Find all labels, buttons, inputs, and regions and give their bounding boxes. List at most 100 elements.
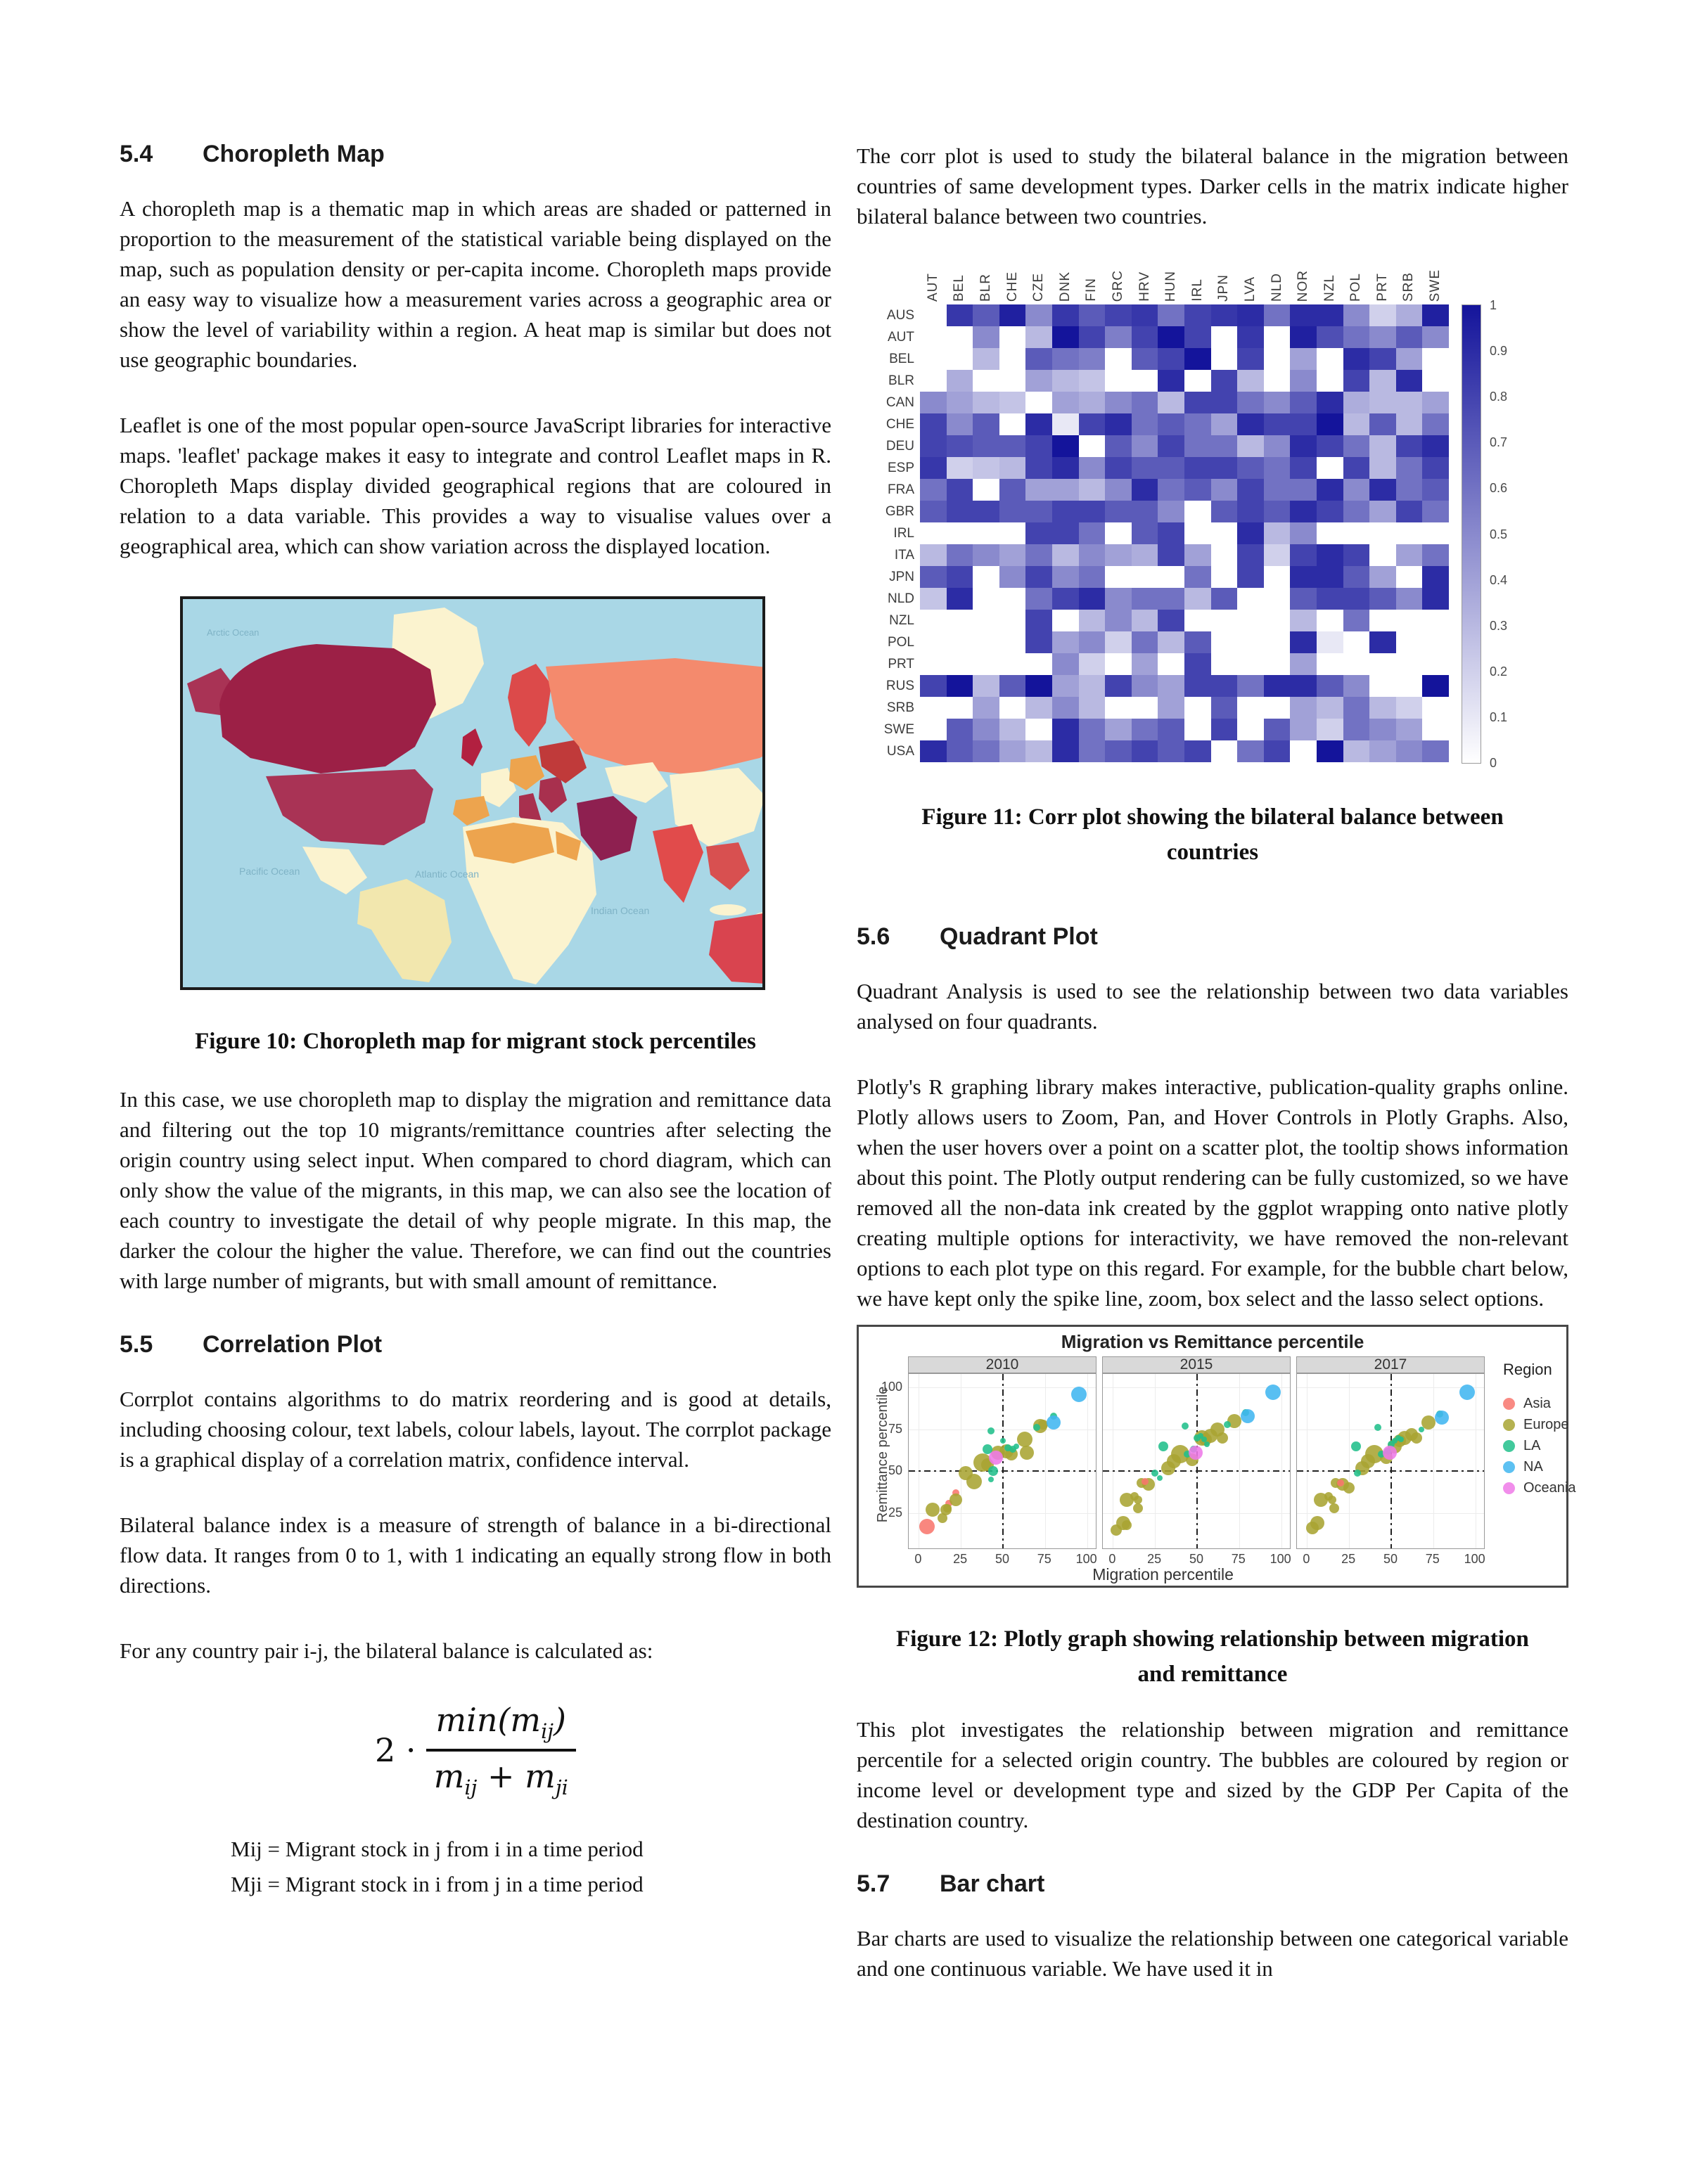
heatmap-cell (1158, 522, 1184, 544)
heatmap-cell (1343, 544, 1370, 566)
heatmap-cell (1422, 653, 1449, 675)
x-tick-label: 75 (1425, 1552, 1440, 1566)
heatmap-cell (1395, 740, 1423, 762)
heatmap-cell (1237, 740, 1264, 762)
heatmap-cell (1317, 631, 1343, 653)
facet-header-2010: 2010 (908, 1356, 1096, 1373)
heatmap-cell (973, 501, 999, 522)
bubble-la (1354, 1469, 1362, 1477)
heatmap-cell (1369, 413, 1396, 435)
bubble-na (1046, 1415, 1061, 1430)
heatmap-cell (1158, 370, 1184, 392)
heatmap-cell (1105, 370, 1132, 392)
heatmap-cell (1395, 479, 1423, 501)
heatmap-cell (1237, 479, 1264, 501)
heatmap-cell (973, 457, 999, 479)
heatmap-cell (1105, 479, 1132, 501)
bubble-oceania (989, 1451, 1004, 1465)
heatmap-cell (1210, 631, 1238, 653)
heatmap-row-label: IRL (893, 525, 914, 541)
heatmap-cell (1052, 413, 1079, 435)
heatmap-cell (973, 588, 999, 610)
bubble-la (1151, 1469, 1159, 1477)
heatmap-col-label: CHE (1004, 271, 1020, 302)
heatmap-cell (1369, 435, 1396, 457)
heatmap-cell (1184, 653, 1211, 675)
heatmap-cell (973, 631, 999, 653)
figure-10-caption: Figure 10: Choropleth map for migrant st… (195, 1029, 756, 1054)
heatmap-cell (1263, 697, 1291, 719)
heatmap-cell (1317, 697, 1343, 719)
heatmap-cell (1105, 435, 1132, 457)
heatmap-cell (920, 566, 947, 588)
heatmap-cell (999, 326, 1026, 348)
heatmap-cell (1158, 544, 1184, 566)
crosshair-vertical (1002, 1374, 1004, 1548)
heatmap-cell (1290, 304, 1317, 326)
heatmap-cell (1422, 479, 1449, 501)
heatmap-cell (1158, 479, 1184, 501)
heatmap-cell (1263, 610, 1291, 631)
heatmap-cell (1078, 501, 1106, 522)
heatmap-cell (999, 566, 1026, 588)
heatmap-cell (1078, 392, 1106, 413)
heatmap-cell (1317, 479, 1343, 501)
gridline (1281, 1374, 1282, 1548)
heatmap-cell (1210, 544, 1238, 566)
heatmap-cell (1290, 740, 1317, 762)
heatmap-cell (1131, 653, 1158, 675)
heatmap-cell (1343, 631, 1370, 653)
heatmap-col-label: SRB (1401, 271, 1417, 302)
heatmap-cell (920, 392, 947, 413)
heatmap-cell (1078, 304, 1106, 326)
heatmap-cell (1422, 566, 1449, 588)
y-tick-label: 50 (888, 1463, 902, 1478)
colorbar-tick-label: 0.1 (1490, 709, 1508, 724)
heatmap-cell (1422, 348, 1449, 370)
heatmap-cell (1184, 326, 1211, 348)
heatmap-row-label: CHE (885, 416, 914, 432)
heatmap-cell (1290, 501, 1317, 522)
colorbar-tick-label: 1 (1490, 298, 1497, 312)
heatmap-cell (1078, 588, 1106, 610)
heatmap-row-label: RUS (885, 678, 914, 693)
heatmap-col-label: DNK (1057, 271, 1073, 302)
x-tick-label: 100 (1270, 1552, 1291, 1566)
heatmap-cell (1317, 740, 1343, 762)
heatmap-cell (1263, 566, 1291, 588)
heatmap-cell (1290, 479, 1317, 501)
heatmap-cell (1317, 326, 1343, 348)
heatmap-cell (1369, 675, 1396, 697)
heatmap-cell (1210, 348, 1238, 370)
heatmap-cell (1105, 413, 1132, 435)
heatmap-col-label: CZE (1031, 273, 1047, 302)
legend-dot (1503, 1418, 1515, 1431)
heatmap-cell (1025, 392, 1052, 413)
legend-dot (1503, 1397, 1515, 1410)
legend: Region Asia Europe LA NA Oceania (1503, 1361, 1576, 1498)
heatmap-cell (1317, 435, 1343, 457)
heatmap-row-label: AUT (888, 329, 914, 345)
section-heading-5-7: 5.7 Bar chart (857, 1870, 1568, 1898)
heatmap-cell (1131, 326, 1158, 348)
colorbar-tick-label: 0.8 (1490, 390, 1508, 404)
heatmap-cell (1158, 413, 1184, 435)
heatmap-cell (1052, 392, 1079, 413)
bubble-asia (1337, 1479, 1345, 1486)
bubble-europe (1421, 1415, 1436, 1430)
heatmap-cell (1290, 392, 1317, 413)
bubble-la (1224, 1420, 1232, 1428)
heatmap-cell (1395, 631, 1423, 653)
heatmap-cell (999, 719, 1026, 740)
heatmap-cell (1422, 544, 1449, 566)
colorbar-tick-label: 0 (1490, 756, 1497, 770)
section-heading-5-4: 5.4 Choropleth Map (120, 141, 831, 168)
heatmap-cell (1158, 304, 1184, 326)
heatmap-cell (1395, 675, 1423, 697)
facet-header-2017: 2017 (1296, 1356, 1485, 1373)
x-tick-label: 50 (995, 1552, 1010, 1566)
heatmap-cell (1184, 392, 1211, 413)
heatmap-row-label: CAN (885, 394, 914, 410)
section-number: 5.5 (120, 1331, 153, 1358)
heatmap-cell (1237, 370, 1264, 392)
